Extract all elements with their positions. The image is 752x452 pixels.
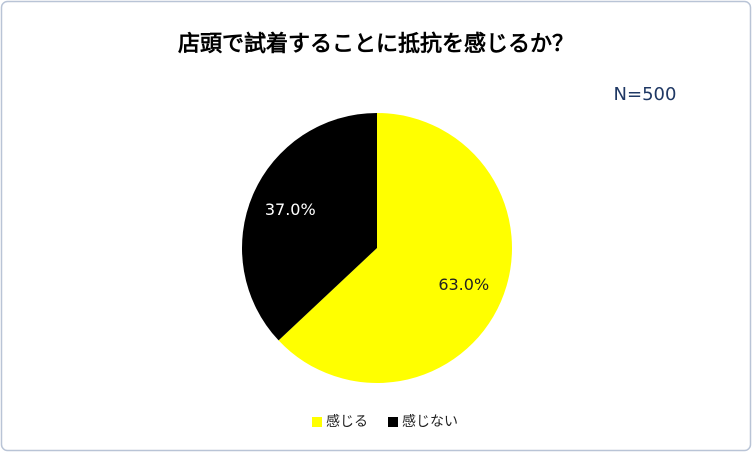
- pie-slice: [278, 113, 513, 384]
- annotation: N=500: [614, 84, 677, 105]
- legend-label: 感じる: [326, 413, 368, 430]
- data-label: 63.0%: [438, 275, 489, 294]
- chart-title: 店頭で試着することに抵抗を感じるか？: [178, 31, 574, 57]
- pie-slice: [242, 113, 377, 341]
- legend-swatch: [388, 417, 398, 427]
- legend-swatch: [312, 417, 322, 427]
- data-label: 37.0%: [265, 200, 316, 219]
- legend-label: 感じない: [402, 413, 458, 430]
